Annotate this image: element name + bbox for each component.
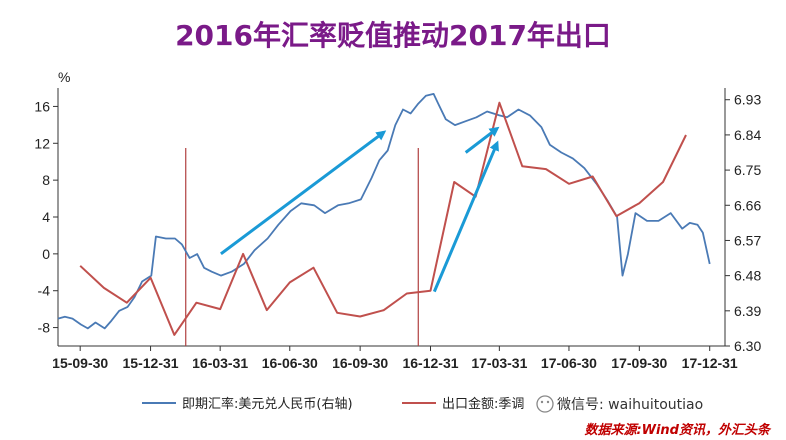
left-axis-ticks: 16 12 8 4 0 -4 -8 bbox=[34, 98, 58, 336]
left-tick-label: 8 bbox=[42, 172, 50, 188]
exchange-rate-line bbox=[57, 93, 711, 330]
right-tick-label: 6.75 bbox=[734, 162, 761, 178]
left-tick-label: 0 bbox=[42, 246, 50, 262]
left-tick-label: 16 bbox=[34, 98, 50, 114]
right-tick-label: 6.93 bbox=[734, 92, 761, 108]
x-axis-ticks: 15-09-30 15-12-31 16-03-31 16-06-30 16-09-30… bbox=[52, 346, 738, 371]
x-tick-label: 17-06-30 bbox=[541, 355, 597, 371]
right-tick-label: 6.57 bbox=[734, 232, 761, 248]
right-tick-label: 6.48 bbox=[734, 268, 761, 284]
legend: 即期汇率:美元兑人民币(右轴) 出口金额:季调 bbox=[142, 396, 524, 412]
vertical-markers bbox=[185, 148, 419, 346]
left-tick-label: 12 bbox=[34, 135, 50, 151]
x-tick-label: 16-12-31 bbox=[402, 355, 458, 371]
right-tick-label: 6.30 bbox=[734, 338, 761, 354]
series-layer bbox=[57, 93, 711, 336]
wechat-icon bbox=[536, 395, 554, 413]
x-tick-label: 16-03-31 bbox=[192, 355, 248, 371]
chart-title: 2016年汇率贬值推动2017年出口 bbox=[175, 19, 611, 52]
right-tick-label: 6.84 bbox=[734, 127, 761, 143]
right-tick-label: 6.66 bbox=[734, 197, 761, 213]
right-axis-ticks: 6.93 6.84 6.75 6.66 6.57 6.48 6.39 6.30 bbox=[725, 92, 761, 354]
left-tick-label: 4 bbox=[42, 209, 50, 225]
left-tick-label: -4 bbox=[38, 283, 51, 299]
x-tick-label: 15-12-31 bbox=[123, 355, 179, 371]
left-axis-unit: % bbox=[58, 69, 70, 85]
trend-arrows bbox=[220, 126, 500, 293]
trend-arrow bbox=[432, 140, 499, 293]
x-tick-label: 15-09-30 bbox=[52, 355, 108, 371]
x-tick-label: 16-09-30 bbox=[332, 355, 388, 371]
trend-arrow bbox=[220, 130, 387, 256]
x-tick-label: 17-03-31 bbox=[471, 355, 527, 371]
left-tick-label: -8 bbox=[38, 320, 51, 336]
x-tick-label: 17-12-31 bbox=[682, 355, 738, 371]
source-note: 数据来源:Wind资讯，外汇头条 bbox=[584, 422, 772, 438]
export-amount-line bbox=[79, 101, 687, 336]
watermark: 微信号: waihuitoutiao bbox=[530, 390, 786, 418]
x-tick-label: 17-09-30 bbox=[611, 355, 667, 371]
legend-label-rate: 即期汇率:美元兑人民币(右轴) bbox=[182, 396, 353, 412]
x-tick-label: 16-06-30 bbox=[262, 355, 318, 371]
right-tick-label: 6.39 bbox=[734, 303, 761, 319]
watermark-text: 微信号: waihuitoutiao bbox=[557, 397, 703, 413]
trend-arrow bbox=[464, 126, 500, 154]
legend-label-export: 出口金额:季调 bbox=[442, 396, 524, 412]
